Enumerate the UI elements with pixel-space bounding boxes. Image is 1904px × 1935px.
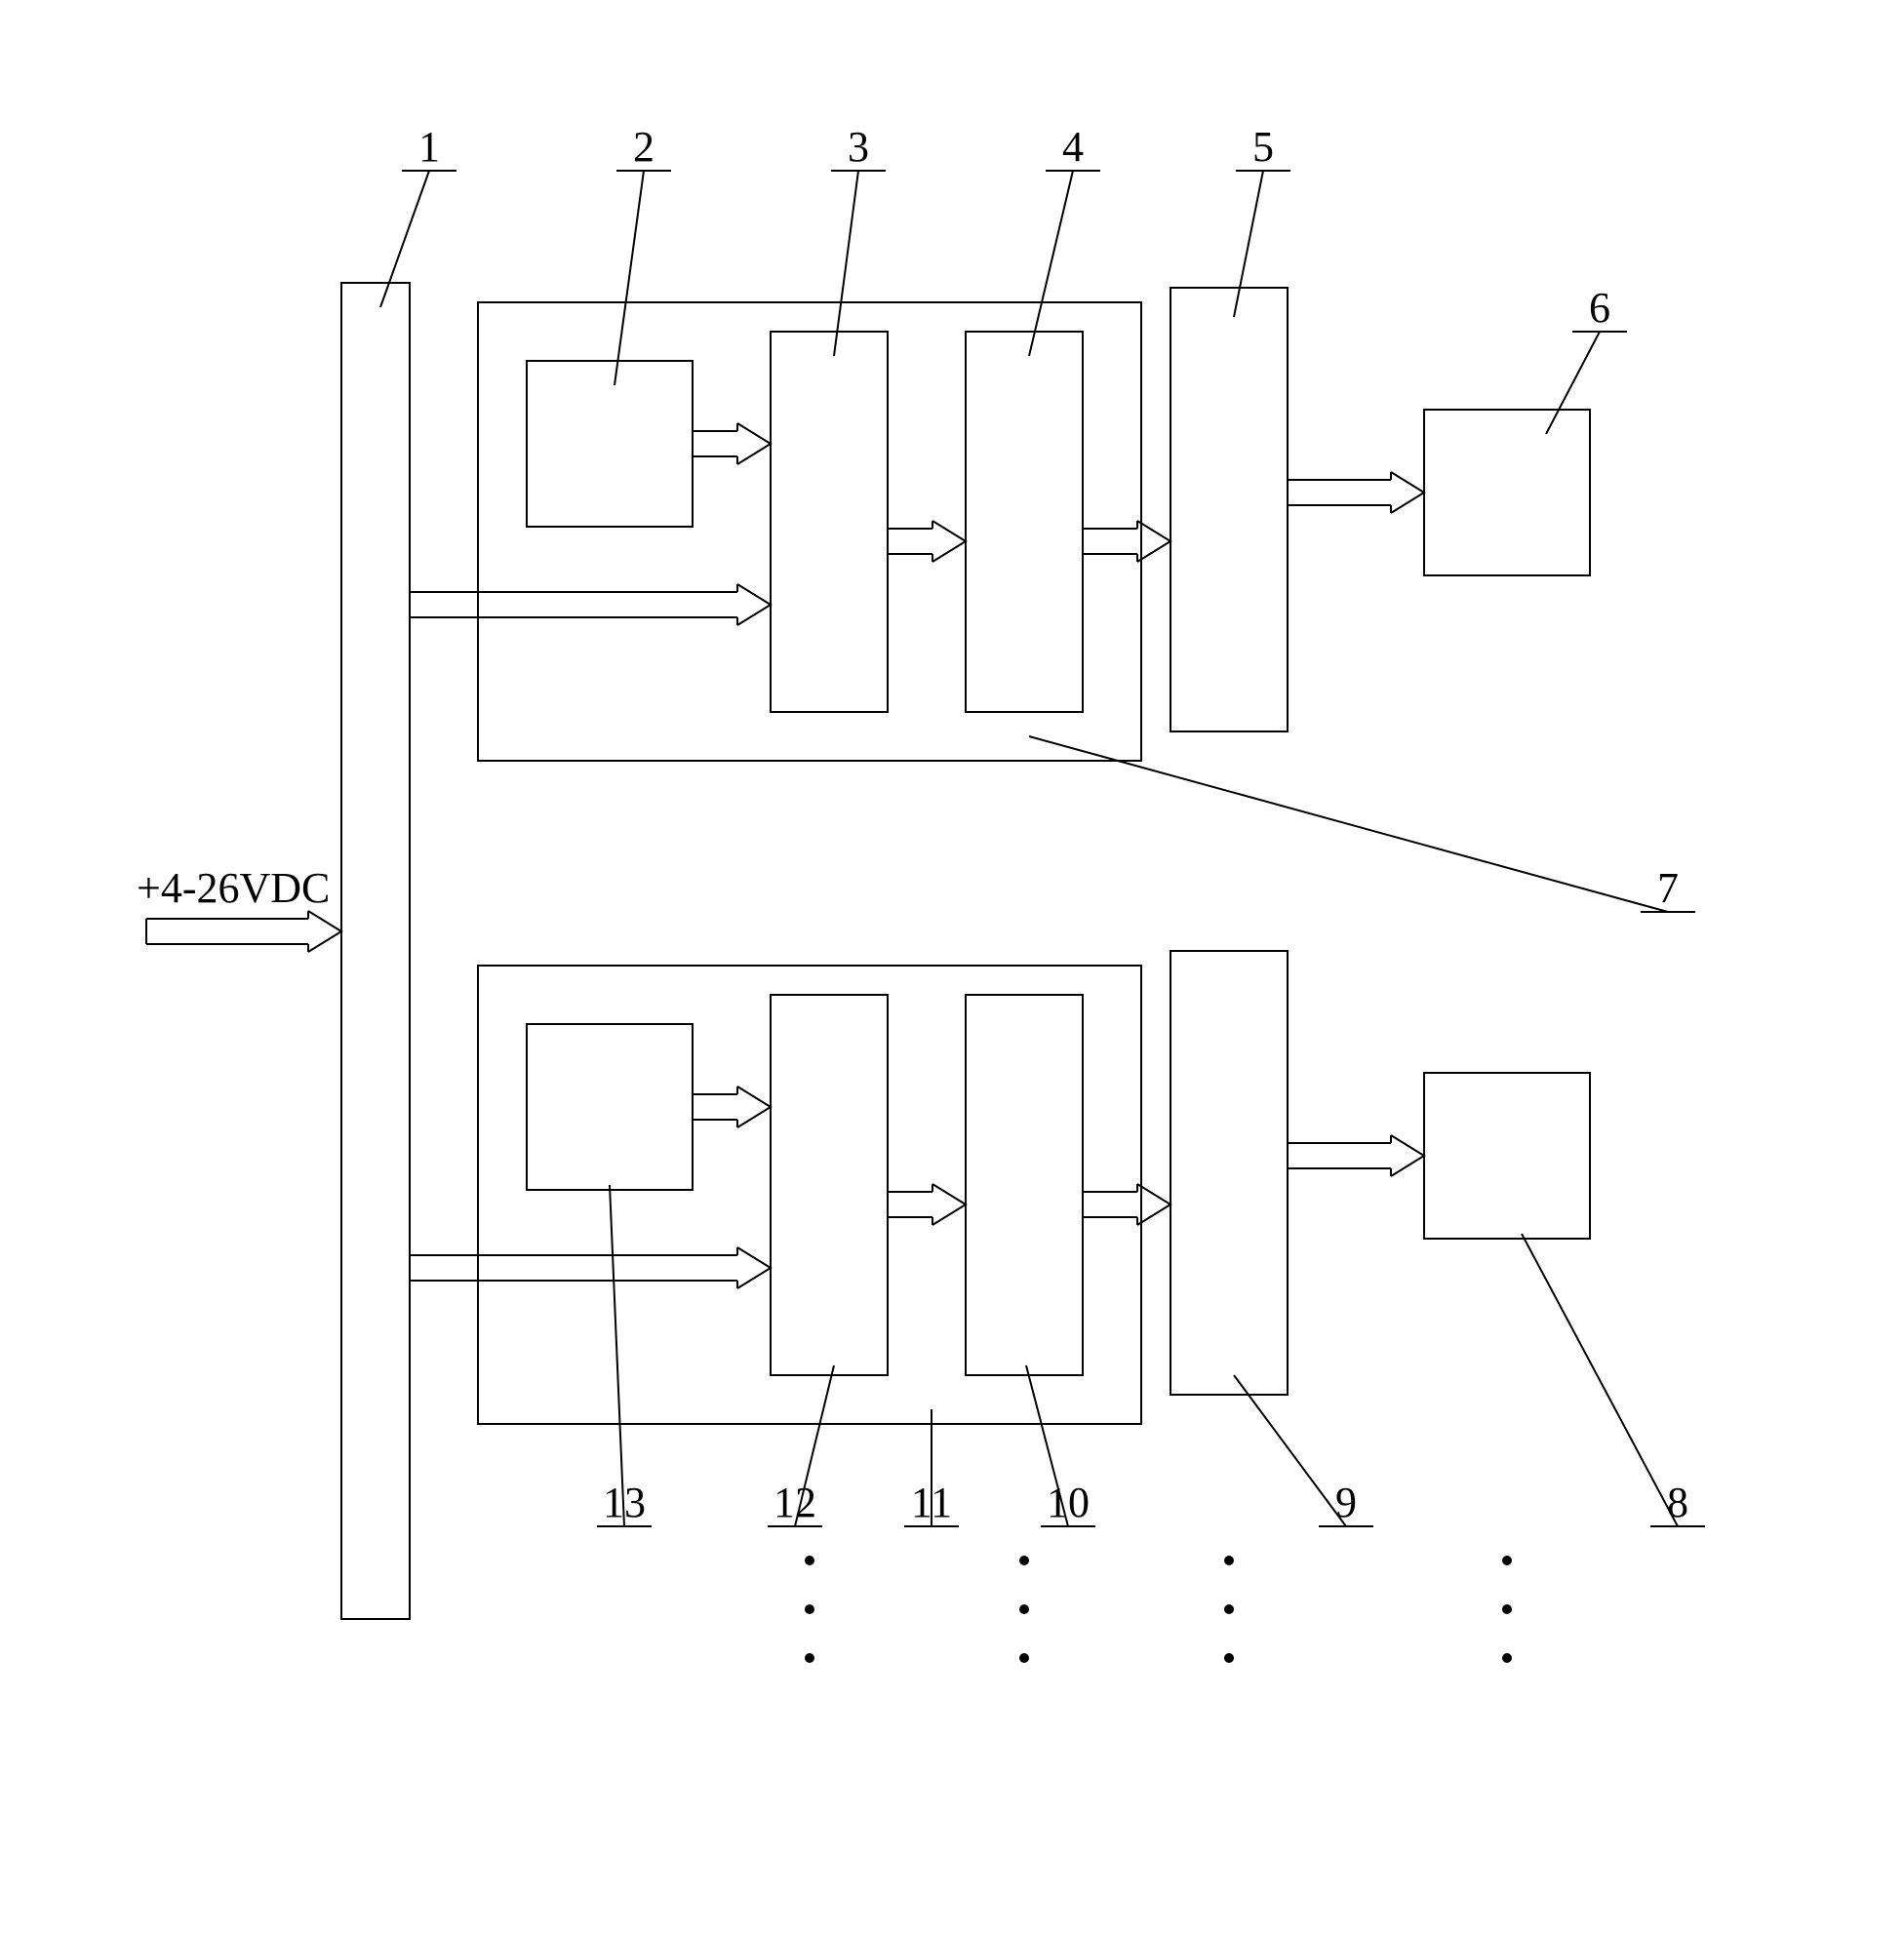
ellipsis-dot [1019, 1556, 1029, 1565]
label-13: 13 [603, 1479, 646, 1526]
label-2: 2 [633, 123, 654, 171]
input-voltage-label: +4-26VDC [137, 864, 330, 912]
label-4: 4 [1062, 123, 1084, 171]
label-5: 5 [1252, 123, 1274, 171]
ellipsis-dot [805, 1653, 814, 1663]
ellipsis-dot [1019, 1653, 1029, 1663]
label-8: 8 [1667, 1479, 1688, 1526]
ellipsis-dot [805, 1604, 814, 1614]
label-3: 3 [848, 123, 869, 171]
label-7: 7 [1657, 864, 1679, 912]
label-10: 10 [1047, 1479, 1090, 1526]
label-9: 9 [1335, 1479, 1357, 1526]
label-12: 12 [774, 1479, 816, 1526]
ellipsis-dot [1502, 1653, 1512, 1663]
ellipsis-dot [1224, 1653, 1234, 1663]
ellipsis-dot [805, 1556, 814, 1565]
ellipsis-dot [1502, 1604, 1512, 1614]
label-6: 6 [1589, 284, 1610, 332]
ellipsis-dot [1019, 1604, 1029, 1614]
ellipsis-dot [1502, 1556, 1512, 1565]
ellipsis-dot [1224, 1556, 1234, 1565]
ellipsis-dot [1224, 1604, 1234, 1614]
label-1: 1 [418, 123, 440, 171]
label-11: 11 [911, 1479, 952, 1526]
